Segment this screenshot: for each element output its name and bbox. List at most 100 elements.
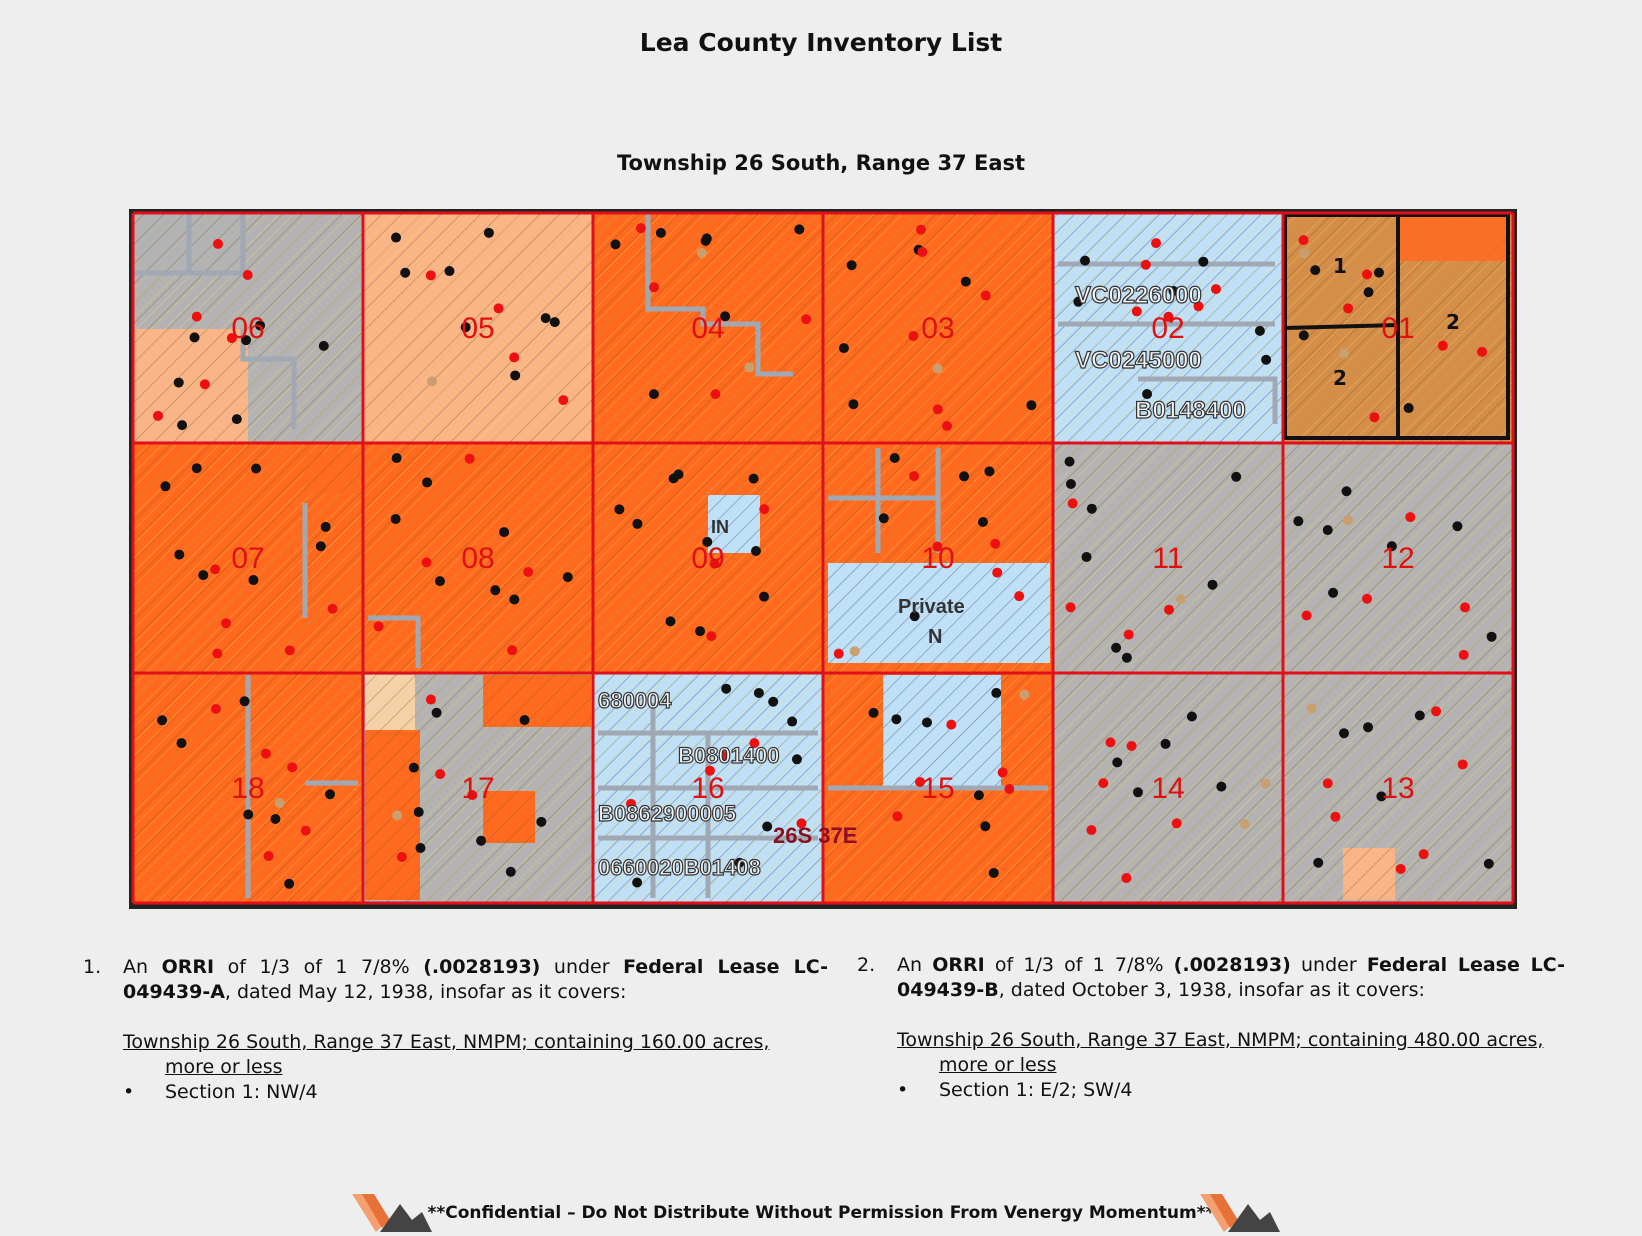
note-number: 1. <box>83 956 102 978</box>
well-dot-icon <box>1395 863 1406 874</box>
well-dot-icon <box>632 518 643 529</box>
well-dot-icon <box>932 363 943 374</box>
well-dot-icon <box>1322 525 1333 536</box>
well-dot-icon <box>1207 579 1218 590</box>
section-hatch-yellow <box>1283 443 1513 673</box>
well-dot-icon <box>1298 235 1309 246</box>
well-dot-icon <box>318 340 329 351</box>
lease-label: B0862900005 <box>598 801 736 826</box>
sub-tract-hatch <box>483 675 591 727</box>
well-dot-icon <box>1132 787 1143 798</box>
well-dot-icon <box>997 767 1008 778</box>
tract-boundary <box>1283 213 1510 440</box>
well-dot-icon <box>1121 652 1132 663</box>
well-dot-icon <box>720 311 731 322</box>
section-bullet: • Section 1: NW/4 <box>123 1080 828 1105</box>
lease-boundary <box>1138 376 1278 424</box>
well-dot-icon <box>1376 791 1387 802</box>
well-dot-icon <box>562 572 573 583</box>
well-dot-icon <box>891 714 902 725</box>
well-dot-icon <box>702 536 713 547</box>
section-label: 02 <box>1151 312 1184 345</box>
well-dot-icon <box>476 835 487 846</box>
well-dot-icon <box>1175 594 1186 605</box>
section-hatch-yellow <box>363 213 593 443</box>
well-dot-icon <box>413 807 424 818</box>
sub-tract-hatch <box>1343 848 1395 900</box>
well-dot-icon <box>1310 265 1321 276</box>
lease-label: VC0245000 <box>1075 347 1202 374</box>
well-dot-icon <box>932 541 943 552</box>
well-dot-icon <box>648 389 659 400</box>
well-dot-icon <box>801 314 812 325</box>
well-dot-icon <box>838 343 849 354</box>
well-dot-icon <box>1293 516 1304 527</box>
well-dot-icon <box>421 557 432 568</box>
well-dot-icon <box>1121 873 1132 884</box>
well-dot-icon <box>1160 738 1171 749</box>
well-dot-icon <box>435 769 446 780</box>
well-dot-icon <box>242 270 253 281</box>
sub-tract-hatch <box>828 563 1050 663</box>
well-dot-icon <box>1131 306 1142 317</box>
well-dot-icon <box>173 377 184 388</box>
venergy-logo-icon <box>352 1194 432 1232</box>
well-dot-icon <box>315 541 326 552</box>
township-line-cont: more or less <box>165 1056 283 1078</box>
well-dot-icon <box>1362 269 1373 280</box>
well-dot-icon <box>759 504 770 515</box>
well-dot-icon <box>980 290 991 301</box>
well-dot-icon <box>759 591 770 602</box>
note-text: An <box>897 954 933 976</box>
well-dot-icon <box>710 389 721 400</box>
well-dot-icon <box>1163 311 1174 322</box>
lease-boundary <box>368 615 421 668</box>
well-dot-icon <box>1014 591 1025 602</box>
well-dot-icon <box>796 818 807 829</box>
well-dot-icon <box>635 223 646 234</box>
well-dot-icon <box>984 466 995 477</box>
section-text: Section 1: E/2; SW/4 <box>939 1079 1133 1101</box>
decimal-interest: (.0028193) <box>1173 954 1291 976</box>
township-line: Township 26 South, Range 37 East, NMPM; … <box>897 1029 1544 1051</box>
lease-label: 26S 37E <box>773 823 857 848</box>
lease-boundary <box>645 213 793 377</box>
bullet-icon: • <box>123 1081 135 1103</box>
well-dot-icon <box>1026 400 1037 411</box>
well-dot-icon <box>914 776 925 787</box>
township-description: Township 26 South, Range 37 East, NMPM; … <box>897 1028 1565 1078</box>
well-dot-icon <box>946 719 957 730</box>
well-dot-icon <box>909 471 920 482</box>
well-dot-icon <box>750 545 761 556</box>
well-dot-icon <box>390 514 401 525</box>
well-dot-icon <box>748 473 759 484</box>
township-description: Township 26 South, Range 37 East, NMPM; … <box>123 1030 828 1080</box>
well-dot-icon <box>922 717 933 728</box>
well-dot-icon <box>768 696 779 707</box>
well-dot-icon <box>749 738 760 749</box>
section-label: 08 <box>461 542 494 575</box>
well-dot-icon <box>846 260 857 271</box>
well-dot-icon <box>221 618 232 629</box>
well-dot-icon <box>505 866 516 877</box>
well-dot-icon <box>510 370 521 381</box>
well-dot-icon <box>1452 521 1463 532</box>
well-dot-icon <box>706 631 717 642</box>
well-dot-icon <box>833 648 844 659</box>
well-dot-icon <box>1073 296 1084 307</box>
well-dot-icon <box>189 332 200 343</box>
lease-name: Federal Lease LC-049439-B <box>897 954 1565 1001</box>
well-dot-icon <box>549 317 560 328</box>
lease-label: Private <box>898 596 965 618</box>
well-dot-icon <box>248 575 259 586</box>
note-description: An ORRI of 1/3 of 1 7/8% (.0028193) unde… <box>897 953 1565 1003</box>
well-dot-icon <box>1306 703 1317 714</box>
well-dot-icon <box>327 603 338 614</box>
well-dot-icon <box>499 527 510 538</box>
well-dot-icon <box>1164 604 1175 615</box>
well-dot-icon <box>959 471 970 482</box>
well-dot-icon <box>734 857 745 868</box>
well-dot-icon <box>400 267 411 278</box>
section-label: 12 <box>1381 542 1414 575</box>
well-dot-icon <box>434 576 445 587</box>
